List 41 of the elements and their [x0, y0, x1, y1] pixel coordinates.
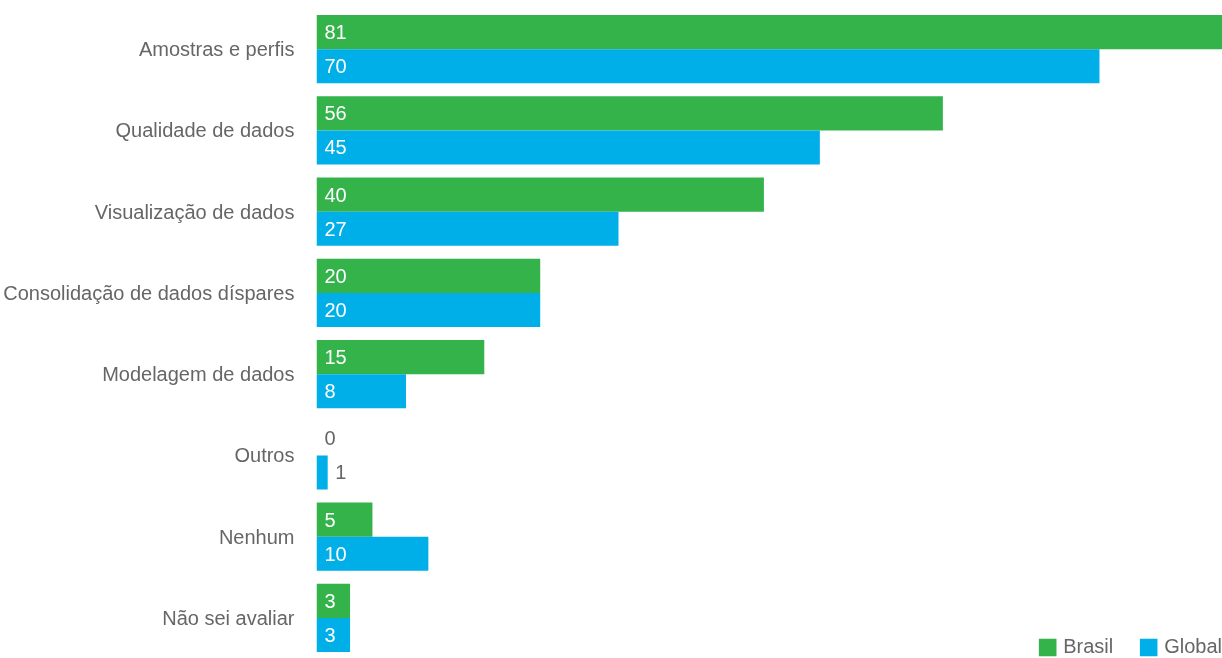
data-label: 27 [324, 217, 347, 240]
legend-label: Brasil [1063, 635, 1114, 658]
bar [316, 340, 485, 375]
y-tick-label: Qualidade de dados [115, 119, 295, 142]
data-label: 5 [324, 508, 336, 531]
y-tick-label: Consolidação de dados díspares [3, 281, 295, 304]
bar [316, 583, 351, 618]
bar [316, 130, 820, 165]
bar [316, 96, 943, 131]
legend-label: Global [1164, 635, 1222, 658]
data-label: 81 [324, 21, 347, 44]
data-label: 0 [324, 427, 336, 450]
y-tick-label: Não sei avaliar [162, 606, 295, 629]
bar [316, 502, 373, 537]
data-label: 56 [324, 102, 347, 125]
y-tick-label: Amostras e perfis [138, 38, 295, 61]
bar [316, 211, 619, 246]
data-label: 70 [324, 55, 347, 78]
y-tick-label: Outros [234, 444, 295, 467]
data-label: 40 [324, 183, 347, 206]
bar [316, 374, 406, 409]
y-tick-label: Nenhum [218, 525, 295, 548]
data-label: 45 [324, 136, 347, 159]
bar [316, 292, 541, 327]
bar [316, 455, 328, 490]
bar [316, 15, 1222, 50]
data-label: 15 [324, 346, 347, 369]
bar [316, 536, 429, 571]
data-label: 20 [324, 298, 347, 321]
data-label: 3 [324, 589, 336, 612]
bar [316, 177, 764, 212]
data-label: 8 [324, 380, 336, 403]
y-tick-label: Visualização de dados [94, 200, 295, 223]
bar [316, 49, 1100, 84]
data-label: 20 [324, 264, 347, 287]
bar [316, 258, 541, 293]
data-label: 1 [335, 461, 347, 484]
y-tick-label: Modelagem de dados [102, 363, 295, 386]
bar [316, 617, 351, 652]
data-label: 3 [324, 623, 336, 646]
data-label: 10 [324, 542, 347, 565]
